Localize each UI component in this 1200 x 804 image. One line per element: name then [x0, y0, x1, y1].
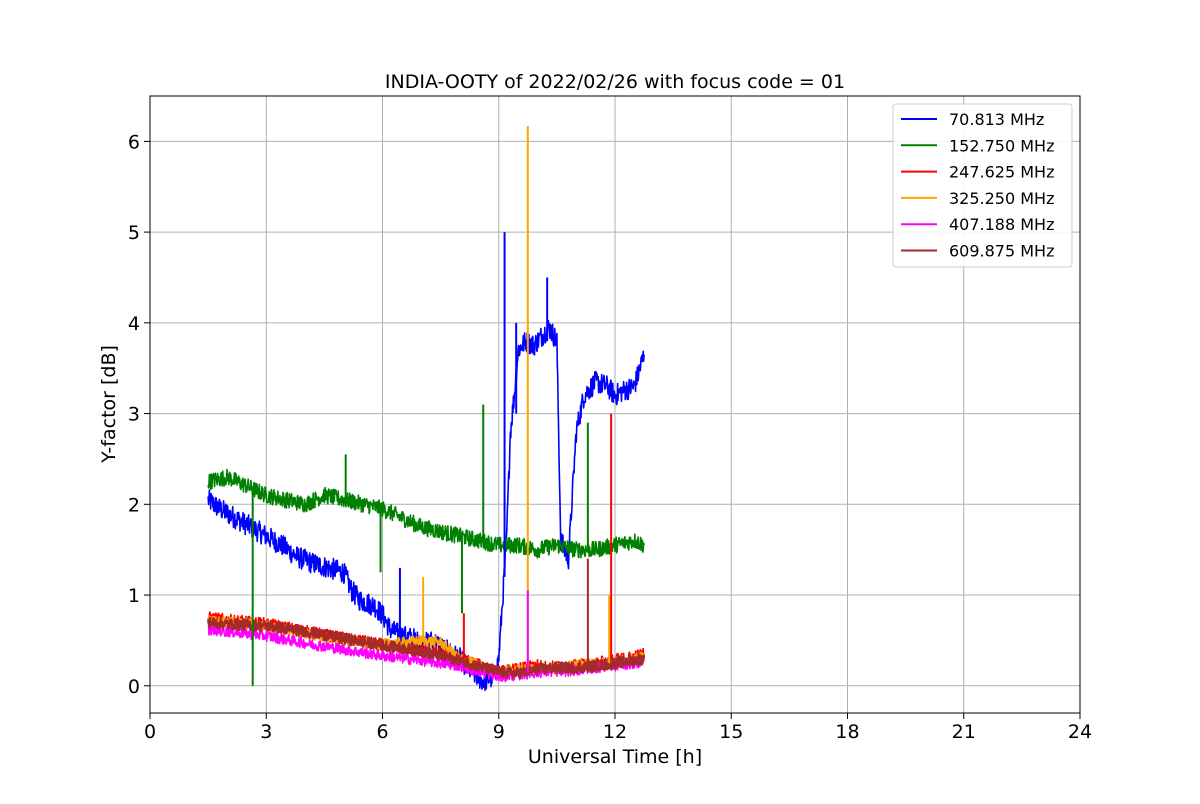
x-tick-label: 9 — [493, 721, 505, 743]
series-line-5 — [207, 616, 646, 680]
plot-lines — [207, 125, 646, 692]
legend-entry-label: 609.875 MHz — [949, 242, 1054, 261]
legend-entry-label: 407.188 MHz — [949, 215, 1054, 234]
x-tick-label: 12 — [603, 721, 627, 743]
y-tick-label: 1 — [128, 585, 140, 607]
x-tick-label: 6 — [376, 721, 388, 743]
y-tick-label: 4 — [128, 313, 140, 335]
y-tick-label: 2 — [128, 494, 140, 516]
legend: 70.813 MHz 152.750 MHz 247.625 MHz 325.250 … — [892, 103, 1073, 268]
chart-title: INDIA-OOTY of 2022/02/26 with focus code… — [385, 71, 845, 93]
x-axis-label: Universal Time [h] — [528, 746, 702, 768]
y-axis-label: Y-factor [dB] — [98, 345, 120, 464]
y-tick-label: 0 — [128, 676, 140, 698]
y-tick-label: 6 — [128, 131, 140, 153]
legend-entry-label: 70.813 MHz — [949, 110, 1044, 129]
y-tick-label: 3 — [128, 404, 140, 426]
x-tick-label: 3 — [260, 721, 272, 743]
legend-box — [892, 103, 1073, 268]
x-tick-label: 0 — [144, 721, 156, 743]
x-tick-label: 18 — [835, 721, 859, 743]
legend-entry-label: 247.625 MHz — [949, 163, 1054, 182]
x-tick-label: 24 — [1068, 721, 1092, 743]
legend-entry-label: 152.750 MHz — [949, 136, 1054, 155]
x-tick-label: 21 — [952, 721, 976, 743]
series-line-1 — [207, 468, 645, 559]
y-tick-label: 5 — [128, 222, 140, 244]
legend-entry-label: 325.250 MHz — [949, 189, 1054, 208]
x-tick-label: 15 — [719, 721, 743, 743]
